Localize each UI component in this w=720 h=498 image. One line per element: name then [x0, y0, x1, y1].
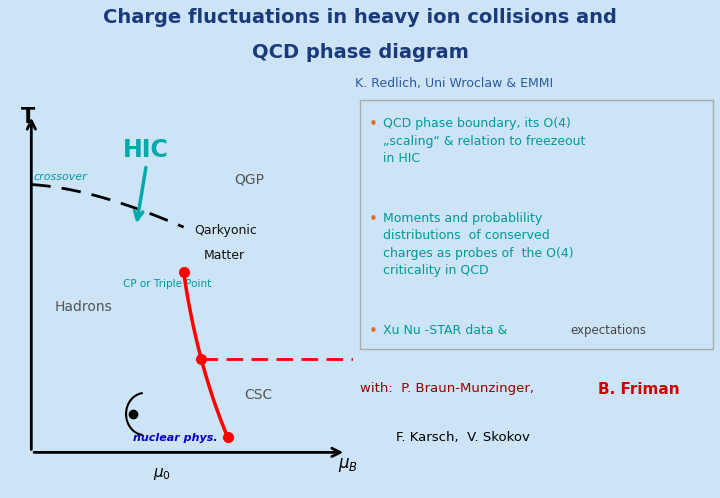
Text: QCD phase boundary, its O(4)
„scaling“ & relation to freezeout
in HIC: QCD phase boundary, its O(4) „scaling“ &…: [383, 117, 585, 165]
Text: Moments and probablility
distributions  of conserved
charges as probes of  the O: Moments and probablility distributions o…: [383, 212, 574, 277]
Text: crossover: crossover: [33, 172, 87, 182]
Text: •: •: [369, 324, 378, 339]
Text: T: T: [21, 107, 35, 126]
Text: nuclear phys.: nuclear phys.: [133, 433, 217, 443]
Text: •: •: [369, 117, 378, 132]
Text: Charge fluctuations in heavy ion collisions and: Charge fluctuations in heavy ion collisi…: [103, 7, 617, 26]
Text: expectations: expectations: [570, 324, 646, 337]
Text: CSC: CSC: [245, 388, 273, 402]
Text: Matter: Matter: [204, 249, 245, 262]
Text: QCD phase diagram: QCD phase diagram: [251, 43, 469, 62]
Text: B. Friman: B. Friman: [598, 382, 679, 397]
Text: QGP: QGP: [235, 173, 264, 187]
Text: •: •: [369, 212, 378, 227]
Text: K. Redlich, Uni Wroclaw & EMMI: K. Redlich, Uni Wroclaw & EMMI: [354, 77, 553, 90]
Text: $\mu_0$: $\mu_0$: [153, 466, 171, 482]
Text: $\mu_B$: $\mu_B$: [338, 456, 358, 474]
Text: with:  P. Braun-Munzinger,: with: P. Braun-Munzinger,: [360, 382, 534, 395]
Text: Xu Nu -STAR data &: Xu Nu -STAR data &: [383, 324, 511, 337]
Text: HIC: HIC: [122, 138, 168, 162]
Text: Qarkyonic: Qarkyonic: [194, 224, 256, 237]
Text: Hadrons: Hadrons: [55, 299, 113, 314]
Text: F. Karsch,  V. Skokov: F. Karsch, V. Skokov: [396, 431, 530, 444]
Text: CP or Triple Point: CP or Triple Point: [122, 279, 211, 289]
